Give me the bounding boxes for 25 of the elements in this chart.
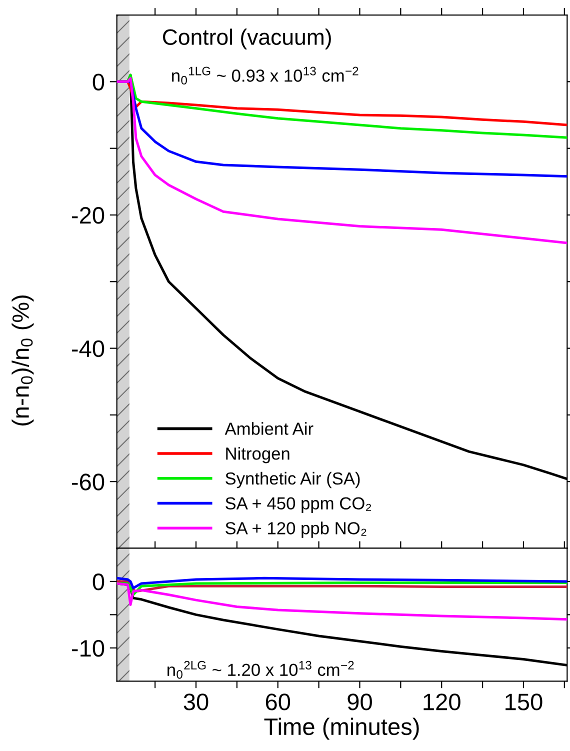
legend-label: Nitrogen: [226, 447, 290, 464]
x-tick-label: 150: [506, 694, 542, 710]
annotation: Control (vacuum): [163, 28, 331, 50]
line-series: [116, 576, 568, 590]
annotation: n$_{0}$$^{2LG}$ ~ 1.20 x 10$^{13}$ cm$^{−2}$: [168, 660, 354, 679]
line-series: [116, 582, 568, 621]
y-tick-label: -40: [72, 340, 104, 358]
x-tick-label: 120: [424, 694, 460, 710]
y-tick-label: 0: [92, 574, 104, 590]
y-axis-title: (n-n$_{0}$)/n$_{0}$ (%): [12, 296, 34, 426]
y-tick-label: -20: [72, 207, 104, 224]
x-axis-title: Time (minutes): [264, 718, 419, 740]
line-series: [116, 582, 568, 596]
x-tick-label: 30: [184, 694, 208, 710]
legend-label: Ambient Air: [224, 422, 314, 435]
x-tick-label: 60: [266, 694, 290, 710]
line-series: [116, 580, 568, 593]
y-tick-label: 0: [92, 74, 104, 90]
legend-label: Synthetic Air (SA): [226, 472, 360, 488]
x-tick-label: 90: [348, 694, 372, 710]
legend-label: SA + 120 ppb NO₂: [226, 522, 366, 538]
legend-label: SA + 450 ppm CO₂: [226, 497, 372, 513]
annotation: n$_{0}$$^{1LG}$ ~ 0.93 x 10$^{13}$ cm$^{−2}$: [172, 66, 358, 85]
y-tick-label: -60: [72, 474, 104, 490]
y-tick-label: -10: [72, 640, 104, 657]
